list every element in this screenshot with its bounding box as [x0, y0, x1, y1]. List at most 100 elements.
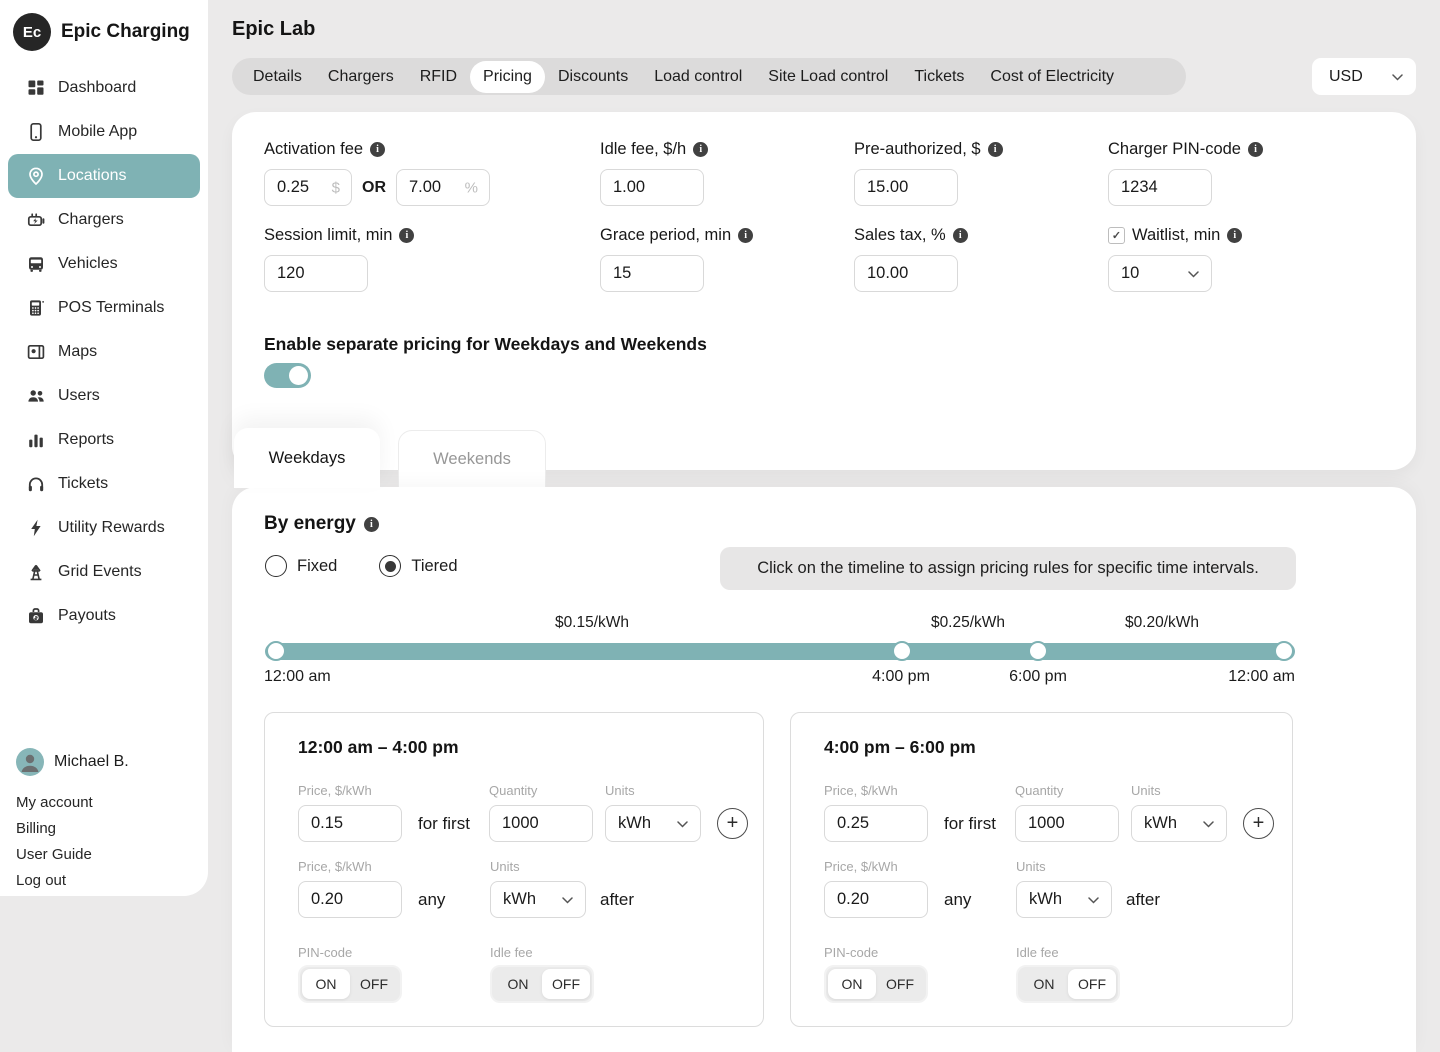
sidebar-item-vehicles[interactable]: Vehicles [8, 242, 200, 286]
activation-fee-percent-input[interactable] [396, 169, 490, 206]
sidebar-item-tickets[interactable]: Tickets [8, 462, 200, 506]
tier1-units-select[interactable]: kWh [1131, 805, 1227, 842]
tab-discounts[interactable]: Discounts [557, 67, 629, 85]
grace-period-input[interactable] [600, 255, 704, 292]
brand: Ec Epic Charging [0, 0, 208, 64]
tier1-price-input[interactable] [824, 805, 928, 842]
pricing-timeline[interactable] [265, 643, 1295, 660]
info-icon [363, 516, 379, 532]
sidebar-item-mobile-app[interactable]: Mobile App [8, 110, 200, 154]
tier1-quantity-input[interactable] [1015, 805, 1119, 842]
or-label: OR [362, 178, 386, 196]
separate-pricing-toggle[interactable] [264, 363, 311, 388]
sidebar-item-label: Chargers [58, 211, 124, 228]
tier2-units-select[interactable]: kWh [490, 881, 586, 918]
sidebar-item-label: Grid Events [58, 563, 142, 580]
tab-weekends[interactable]: Weekends [398, 430, 546, 488]
user-link-my-account[interactable]: My account [16, 794, 93, 811]
sidebar-item-chargers[interactable]: Chargers [8, 198, 200, 242]
activation-fee-amount-input[interactable] [264, 169, 352, 206]
idle-fee-toggle: ON OFF [490, 965, 594, 1003]
radio-fixed[interactable]: Fixed [265, 555, 337, 577]
sidebar-item-payouts[interactable]: Payouts [8, 594, 200, 638]
idle-off-option[interactable]: OFF [1068, 969, 1116, 999]
idle-fee-toggle: ON OFF [1016, 965, 1120, 1003]
pin-on-option[interactable]: ON [302, 969, 350, 999]
sidebar-item-grid-events[interactable]: Grid Events [8, 550, 200, 594]
tier2-join-text: any [418, 890, 446, 909]
tier2-join-text: any [944, 890, 972, 909]
radio-tiered[interactable]: Tiered [379, 555, 458, 577]
location-pin-icon [26, 166, 46, 186]
idle-off-option[interactable]: OFF [542, 969, 590, 999]
idle-on-option[interactable]: ON [507, 976, 529, 992]
tab-tickets[interactable]: Tickets [914, 67, 965, 85]
sidebar-nav: Dashboard Mobile App Locations Chargers … [0, 66, 208, 638]
timeline-handle[interactable] [266, 641, 286, 661]
user-link-user-guide[interactable]: User Guide [16, 846, 92, 863]
tier1-quantity-input[interactable] [489, 805, 593, 842]
user-link-billing[interactable]: Billing [16, 820, 57, 837]
brand-name: Epic Charging [61, 21, 190, 42]
tab-site-load-control[interactable]: Site Load control [768, 67, 889, 85]
tier1-price-input[interactable] [298, 805, 402, 842]
tier2-price-input[interactable] [298, 881, 402, 918]
info-icon [952, 227, 968, 243]
tab-cost-of-electricity[interactable]: Cost of Electricity [990, 67, 1115, 85]
session-limit-field: Session limit, min [264, 226, 415, 292]
sidebar-item-reports[interactable]: Reports [8, 418, 200, 462]
pin-off-option[interactable]: OFF [886, 976, 914, 992]
tier2-units-select[interactable]: kWh [1016, 881, 1112, 918]
info-icon [738, 227, 754, 243]
charger-pin-input[interactable] [1108, 169, 1212, 206]
waitlist-checkbox[interactable] [1108, 226, 1125, 244]
sidebar-item-locations[interactable]: Locations [8, 154, 200, 198]
session-limit-input[interactable] [264, 255, 368, 292]
pricing-settings-card: Activation fee $ OR % Idle fee, $/h Pre-… [232, 112, 1416, 470]
pin-off-option[interactable]: OFF [360, 976, 388, 992]
tab-chargers[interactable]: Chargers [327, 67, 394, 85]
pre-authorized-field: Pre-authorized, $ [854, 140, 1003, 206]
sidebar-item-label: Reports [58, 431, 115, 448]
sidebar-item-label: Users [58, 387, 100, 404]
sales-tax-input[interactable] [854, 255, 958, 292]
user-row[interactable]: Michael B. [16, 748, 200, 776]
main-content: Epic Lab Details Chargers RFID Pricing D… [208, 0, 1440, 1052]
timeline-price-label: $0.20/kWh [1124, 614, 1200, 631]
info-icon [1227, 227, 1243, 243]
timeline-handle[interactable] [1028, 641, 1048, 661]
interval-title: 12:00 am – 4:00 pm [298, 737, 459, 757]
add-tier-button[interactable] [717, 808, 748, 839]
waitlist-select[interactable]: 10 [1108, 255, 1212, 292]
timeline-hint: Click on the timeline to assign pricing … [720, 547, 1296, 590]
pin-code-toggle: ON OFF [298, 965, 402, 1003]
sidebar-item-maps[interactable]: Maps [8, 330, 200, 374]
tier1-units-select[interactable]: kWh [605, 805, 701, 842]
sidebar-item-utility-rewards[interactable]: Utility Rewards [8, 506, 200, 550]
timeline-handle[interactable] [892, 641, 912, 661]
currency-select[interactable]: USD [1312, 58, 1416, 95]
idle-on-option[interactable]: ON [1033, 976, 1055, 992]
avatar [16, 748, 44, 776]
tab-pricing[interactable]: Pricing [470, 60, 545, 93]
pre-authorized-input[interactable] [854, 169, 958, 206]
headset-icon [26, 474, 46, 494]
tab-details[interactable]: Details [253, 67, 302, 85]
brand-logo-icon: Ec [13, 13, 51, 51]
tier2-price-input[interactable] [824, 881, 928, 918]
sidebar-item-users[interactable]: Users [8, 374, 200, 418]
tab-load-control[interactable]: Load control [654, 67, 743, 85]
sidebar-item-dashboard[interactable]: Dashboard [8, 66, 200, 110]
timeline-handle[interactable] [1274, 641, 1294, 661]
section-tabbar: Details Chargers RFID Pricing Discounts … [232, 58, 1186, 95]
chevron-down-icon [1088, 890, 1099, 909]
add-tier-button[interactable] [1243, 808, 1274, 839]
sidebar-item-pos-terminals[interactable]: POS Terminals [8, 286, 200, 330]
pin-on-option[interactable]: ON [828, 969, 876, 999]
info-icon [399, 227, 415, 243]
tab-weekdays[interactable]: Weekdays [234, 428, 380, 488]
tab-rfid[interactable]: RFID [419, 67, 458, 85]
idle-fee-input[interactable] [600, 169, 704, 206]
user-link-log-out[interactable]: Log out [16, 872, 67, 889]
info-icon [370, 141, 386, 157]
